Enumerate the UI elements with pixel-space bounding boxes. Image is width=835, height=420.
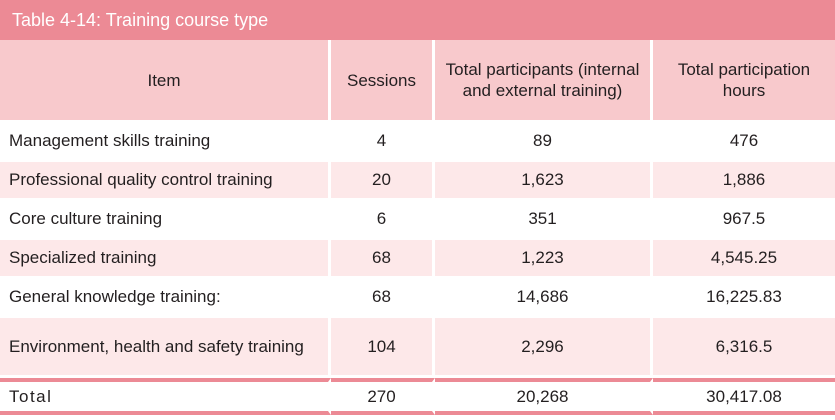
cell-sessions: 104	[331, 318, 435, 378]
total-sessions: 270	[331, 378, 435, 415]
cell-hours: 1,886	[653, 162, 835, 201]
cell-sessions: 68	[331, 240, 435, 279]
total-row: Total 270 20,268 30,417.08	[0, 378, 835, 415]
table-row: Specialized training 68 1,223 4,545.25	[0, 240, 835, 279]
cell-sessions: 68	[331, 279, 435, 318]
cell-hours: 967.5	[653, 201, 835, 240]
cell-item: General knowledge training:	[0, 279, 331, 318]
table-row: Professional quality control training 20…	[0, 162, 835, 201]
cell-participants: 351	[435, 201, 653, 240]
cell-participants: 14,686	[435, 279, 653, 318]
header-sessions: Sessions	[331, 40, 435, 123]
total-label: Total	[0, 378, 331, 415]
cell-participants: 1,623	[435, 162, 653, 201]
cell-sessions: 20	[331, 162, 435, 201]
cell-hours: 6,316.5	[653, 318, 835, 378]
cell-sessions: 6	[331, 201, 435, 240]
cell-sessions: 4	[331, 123, 435, 162]
cell-participants: 89	[435, 123, 653, 162]
cell-item: Specialized training	[0, 240, 331, 279]
cell-hours: 16,225.83	[653, 279, 835, 318]
table-row: Core culture training 6 351 967.5	[0, 201, 835, 240]
cell-hours: 4,545.25	[653, 240, 835, 279]
cell-hours: 476	[653, 123, 835, 162]
cell-item: Environment, health and safety training	[0, 318, 331, 378]
total-hours: 30,417.08	[653, 378, 835, 415]
cell-item: Core culture training	[0, 201, 331, 240]
training-course-table: Item Sessions Total participants (intern…	[0, 40, 835, 415]
table-row: Environment, health and safety training …	[0, 318, 835, 378]
total-participants: 20,268	[435, 378, 653, 415]
cell-participants: 2,296	[435, 318, 653, 378]
table-row: Management skills training 4 89 476	[0, 123, 835, 162]
cell-participants: 1,223	[435, 240, 653, 279]
header-hours: Total participation hours	[653, 40, 835, 123]
table-row: General knowledge training: 68 14,686 16…	[0, 279, 835, 318]
cell-item: Management skills training	[0, 123, 331, 162]
cell-item: Professional quality control training	[0, 162, 331, 201]
table-title: Table 4-14: Training course type	[0, 0, 835, 40]
header-participants: Total participants (internal and externa…	[435, 40, 653, 123]
header-row: Item Sessions Total participants (intern…	[0, 40, 835, 123]
header-item: Item	[0, 40, 331, 123]
